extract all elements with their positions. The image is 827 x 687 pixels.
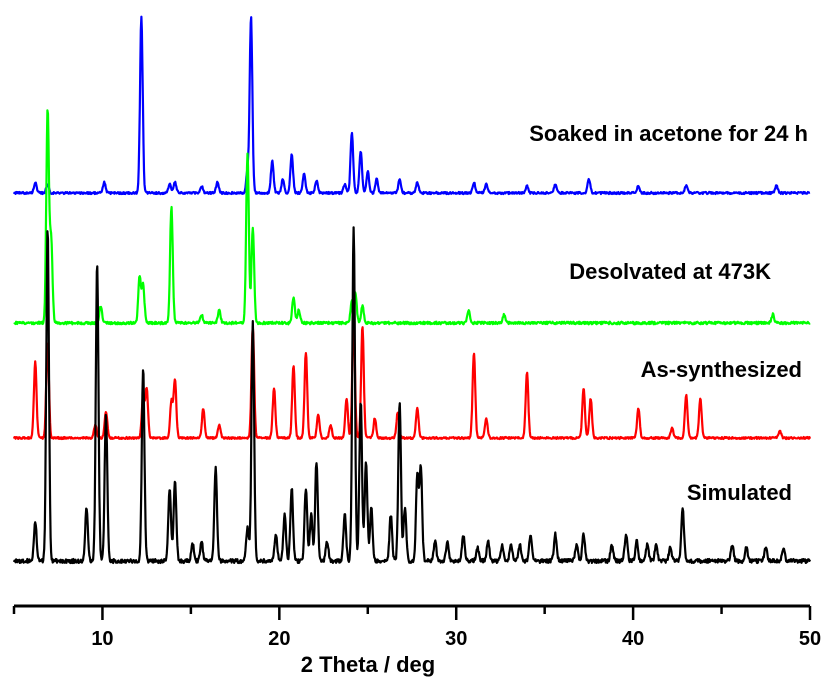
traces-group [12, 15, 812, 565]
x-axis-ticks [12, 606, 812, 620]
x-axis-tick-labels: 10 20 30 40 50 [91, 628, 821, 650]
x-tick-label-30: 30 [445, 628, 467, 650]
series-line-2 [12, 317, 812, 441]
series-label-as-synthesized: As-synthesized [641, 357, 802, 382]
series-label-simulated: Simulated [687, 480, 792, 505]
x-axis: 10 20 30 40 50 2 Theta / deg [12, 604, 821, 677]
series-line-3 [12, 226, 812, 565]
x-axis-title: 2 Theta / deg [301, 652, 435, 677]
x-tick-label-20: 20 [268, 628, 290, 650]
series-line-0 [12, 15, 811, 196]
x-tick-label-40: 40 [622, 628, 644, 650]
x-tick-label-10: 10 [91, 628, 113, 650]
series-labels-group: Soaked in acetone for 24 h Desolvated at… [529, 121, 808, 505]
series-label-desolvated: Desolvated at 473K [569, 259, 771, 284]
x-tick-label-50: 50 [799, 628, 821, 650]
series-line-1 [13, 109, 811, 326]
series-label-soaked: Soaked in acetone for 24 h [529, 121, 808, 146]
